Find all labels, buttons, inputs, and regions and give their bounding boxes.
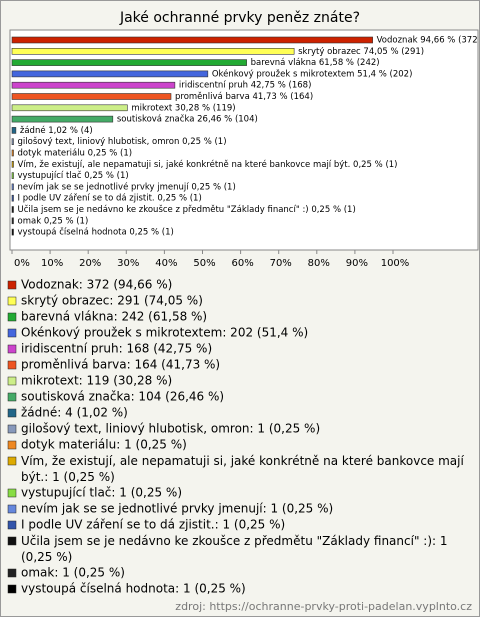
bar-label: dotyk materiálu 0,25 % (1) [18,149,133,159]
x-tick-label: 40% [155,258,177,269]
legend-swatch [7,568,17,578]
legend-label: mikrotext: 119 (30,28 %) [21,374,172,388]
bar-label: iridiscentní pruh 42,75 % (168) [179,81,312,91]
legend-swatch [7,408,17,418]
bar [11,149,14,157]
legend-swatch [7,440,17,450]
bar [11,206,14,213]
bar [11,93,172,100]
bar-label: soutisková značka 26,46 % (104) [117,114,258,125]
bar-label: žádné 1,02 % (4) [20,125,93,136]
legend-label: iridiscentní pruh: 168 (42,75 %) [21,342,212,356]
legend-label: vystupující tlač: 1 (0,25 %) [21,486,182,500]
bar [11,138,14,145]
chart-title: Jaké ochranné prvky peněz znáte? [119,10,360,26]
legend-label: gilošový text, liniový hlubotisk, omron:… [21,422,320,436]
bar-label: barevná vlákna 61,58 % (242) [251,58,380,68]
x-tick-label: 50% [193,258,215,269]
bar-label: Okénkový proužek s mikrotextem 51,4 % (2… [212,68,413,79]
legend-swatch [7,392,17,402]
legend-label: Vodoznak: 372 (94,66 %) [21,278,172,292]
x-tick-label: 70% [270,258,292,269]
bar [11,70,209,78]
x-tick-label: 30% [117,258,139,269]
legend-label: nevím jak se se jednotlivé prvky jmenují… [21,502,333,516]
legend-swatch [7,328,17,338]
bar [11,228,14,236]
legend-swatch [7,456,17,466]
legend-swatch [7,344,17,354]
legend-swatch [7,536,17,546]
legend-label: barevná vlákna: 242 (61,58 %) [21,310,207,324]
legend-label: proměnlivá barva: 164 (41,73 %) [21,358,220,372]
bar [11,104,128,112]
x-tick-label: 10% [41,258,63,269]
bar [11,47,295,55]
bar-label: skrytý obrazec 74,05 % (291) [298,47,424,57]
bar [11,172,14,179]
legend-label: žádné: 4 (1,02 %) [21,406,128,420]
x-tick-label: 80% [308,258,330,269]
legend-label: omak: 1 (0,25 %) [21,566,125,580]
legend-swatch [7,424,17,434]
legend-label: I podle UV záření se to dá zjistit.: 1 (… [21,518,285,532]
bar-label: vystoupá číselná hodnota 0,25 % (1) [18,227,174,238]
bar-label: Učila jsem se je nedávno ke zkoušce z př… [18,204,356,215]
x-tick-label: 60% [231,258,253,269]
x-tick-label: 20% [79,258,101,269]
bar-label: Vím, že existují, ale nepamatuji si, jak… [18,159,398,170]
bar [11,183,14,191]
bar-label: proměnlivá barva 41,73 % (164) [175,92,313,102]
plot: Vodoznak 94,66 % (372)skrytý obrazec 74,… [11,36,480,238]
legend-swatch [7,488,17,498]
legend-swatch [7,280,17,290]
x-tick-label: 90% [346,258,368,269]
bar-label: I podle UV záření se to dá zjistit. 0,25… [18,194,202,204]
x-tick-label: 0% [14,258,30,269]
bar-label: gilošový text, liniový hlubotisk, omron … [18,136,227,147]
bar [11,194,14,202]
bar [11,115,114,123]
legend-swatch [7,584,17,594]
plot-area [9,29,479,251]
legend-swatch [7,312,17,322]
bar-label: mikrotext 30,28 % (119) [131,103,235,113]
bar-label: vystupující tlač 0,25 % (1) [18,170,129,181]
legend-swatch [7,376,17,386]
legend-label: vystoupá číselná hodnota: 1 (0,25 %) [21,582,246,596]
legend-swatch [7,520,17,530]
legend-label: Vím, že existují, ale nepamatuji si, jak… [21,454,468,484]
bar [11,36,373,44]
legend-label: Okénkový proužek s mikrotextem: 202 (51,… [21,326,308,340]
bar-label: omak 0,25 % (1) [18,216,89,226]
bar-label: Vodoznak 94,66 % (372) [377,36,480,46]
bar [11,127,17,134]
legend-label: soutisková značka: 104 (26,46 %) [21,390,224,404]
x-tick-label: 100% [381,258,410,269]
bar [11,59,247,66]
bar [11,217,14,225]
legend-label: Učila jsem se je nedávno ke zkoušce z př… [21,534,451,564]
source: zdroj: https://ochranne-prvky-proti-pade… [175,600,472,613]
legend-label: skrytý obrazec: 291 (74,05 %) [21,294,203,308]
bar-label: nevím jak se se jednotlivé prvky jmenují… [18,181,236,192]
bar [11,161,14,168]
legend-swatch [7,504,17,514]
bar [11,81,176,89]
legend-swatch [7,296,17,306]
legend-swatch [7,360,17,370]
legend-label: dotyk materiálu: 1 (0,25 %) [21,438,187,452]
